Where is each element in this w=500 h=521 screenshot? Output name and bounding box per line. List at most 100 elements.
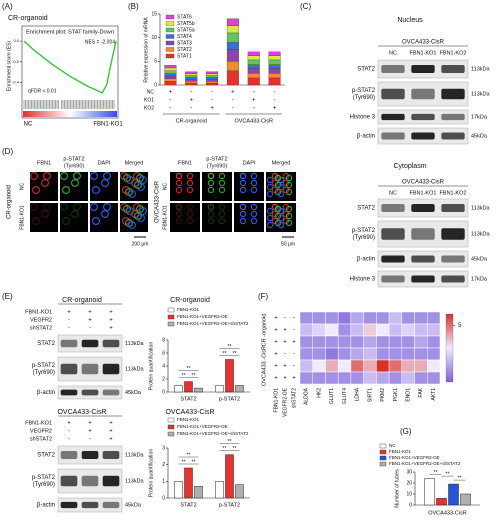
condition-sign: - — [232, 106, 234, 112]
y-tick-label: 5 — [154, 59, 157, 65]
condition-sign: + — [274, 340, 278, 346]
bar — [194, 486, 203, 499]
cell — [30, 172, 39, 181]
y-tick-label: -0.4 — [12, 80, 20, 85]
bar-segment — [247, 73, 260, 79]
size-label: 113kDa — [471, 205, 490, 211]
channel-label: Merged — [125, 160, 144, 166]
row-label: β-actin — [357, 257, 375, 263]
significance-label: ** — [223, 446, 227, 452]
condition-name: shSTAT2 — [30, 436, 52, 442]
heatmap-cell — [388, 323, 403, 337]
blot-title: Cytoplasm — [393, 163, 426, 170]
condition-name: shSTAT2 — [291, 388, 297, 408]
significance-label: ** — [434, 470, 438, 476]
cell — [61, 217, 70, 226]
blot-band — [381, 132, 405, 140]
legend-label: FBN1-KO1+VEGFR2-OE — [389, 455, 440, 460]
cell — [266, 190, 274, 198]
condition-sign: + — [88, 429, 92, 435]
heatmap-cell — [299, 359, 313, 373]
heatmap-cell — [312, 323, 326, 337]
condition-sign: + — [109, 318, 113, 324]
channel-label: Merged — [272, 160, 291, 166]
bar-segment — [226, 25, 239, 34]
rank-gradient — [23, 111, 117, 117]
blot-band — [102, 389, 120, 396]
bar — [225, 454, 234, 499]
blot-band — [81, 501, 99, 509]
legend-swatch — [165, 53, 175, 59]
size-label: 113kDa — [125, 478, 144, 484]
cell — [218, 179, 226, 187]
condition-sign: + — [67, 421, 71, 427]
condition-sign: + — [88, 310, 92, 316]
significance-label: ** — [187, 366, 191, 372]
size-label: 45kDa — [471, 133, 488, 139]
legend-swatch — [165, 27, 175, 33]
blot-band — [81, 339, 99, 348]
bar-segment — [247, 64, 260, 69]
heatmap-cell — [363, 371, 377, 385]
legend-label: NC — [389, 443, 396, 448]
row-label: β-actin — [357, 134, 375, 140]
legend-swatch — [167, 431, 175, 437]
legend-label: FBN1-KO1 — [177, 417, 200, 422]
x-tick-label: OVCA433-CisR — [428, 510, 467, 516]
heatmap-cell — [414, 335, 428, 349]
cell — [218, 172, 226, 180]
micrograph — [202, 203, 232, 232]
condition-sign: + — [292, 340, 296, 346]
size-label: 113kDa — [125, 341, 144, 347]
cell — [285, 181, 293, 189]
condition-sign: - — [293, 352, 295, 358]
bar-segment — [185, 79, 198, 82]
micrograph — [170, 203, 200, 232]
blot-band — [441, 255, 465, 263]
cell — [30, 203, 39, 212]
condition-name: KO1 — [144, 97, 154, 103]
condition-sign: + — [283, 328, 287, 334]
size-label: 113kDa — [471, 91, 490, 97]
size-label: 45kDa — [125, 390, 142, 396]
bar-segment — [206, 82, 219, 86]
y-tick-label: 8 — [162, 337, 165, 343]
condition-sign: - — [190, 106, 192, 112]
cell — [285, 219, 293, 227]
row-label: β-actin — [37, 503, 55, 509]
blot-band — [441, 204, 465, 212]
column-label: GLUT4 — [342, 388, 348, 404]
condition-sign: + — [292, 376, 296, 382]
cell — [277, 183, 285, 191]
cell — [70, 210, 79, 219]
heatmap-cell — [376, 311, 390, 325]
cell — [175, 172, 183, 180]
heatmap-cell — [337, 335, 352, 349]
cell — [40, 179, 49, 188]
condition-name: VEGFR2 — [30, 317, 52, 323]
bar-segment — [185, 77, 198, 80]
blot-band — [60, 475, 78, 487]
bar-segment — [185, 73, 198, 76]
cell — [277, 214, 285, 222]
cell — [100, 179, 109, 188]
heatmap-cell — [376, 335, 390, 349]
cell — [239, 172, 247, 180]
cell — [277, 176, 285, 184]
heatmap-cell — [312, 347, 326, 361]
plot-title: Enrichment plot: STAT family-Down — [26, 29, 114, 35]
cell — [218, 217, 226, 225]
cell — [285, 188, 293, 196]
bar-segment — [206, 77, 219, 80]
bar — [436, 498, 447, 506]
blot-band — [441, 65, 465, 73]
legend-swatch — [165, 14, 175, 20]
y-tick-label: 3 — [162, 445, 165, 451]
legend-label: STAT4 — [177, 34, 192, 40]
cell — [266, 221, 274, 229]
size-label: 45kDa — [125, 502, 142, 508]
significance-label: ** — [182, 373, 186, 379]
condition-sign: + — [67, 310, 71, 316]
bar-segment — [185, 81, 198, 84]
